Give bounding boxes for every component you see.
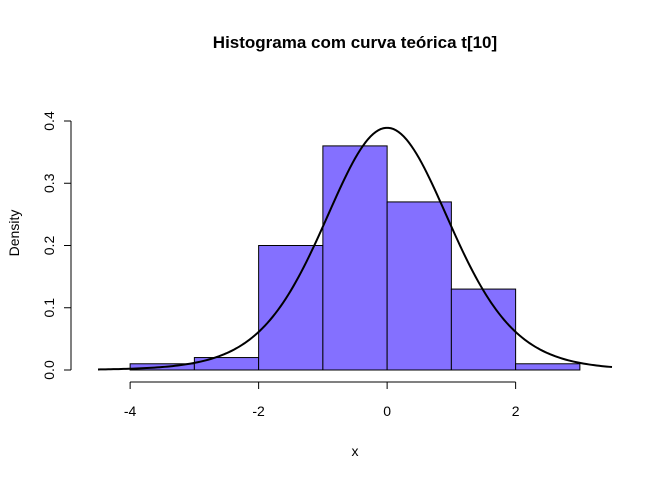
y-tick-label-2: 0.2	[41, 236, 57, 256]
histogram-bar-5	[450, 288, 517, 371]
x-axis-label: x	[352, 443, 359, 459]
y-axis: 0.0 0.1 0.2 0.3 0.4	[41, 111, 72, 380]
y-tick-label-0: 0.0	[41, 360, 57, 380]
y-axis-label: Density	[6, 210, 22, 257]
histogram-bar-3	[322, 145, 388, 371]
y-tick-label-4: 0.4	[41, 111, 57, 131]
x-tick-label-3: 2	[512, 403, 520, 419]
histogram-bar-1	[193, 357, 260, 371]
x-tick-label-2: 0	[383, 403, 391, 419]
chart-title: Histograma com curva teórica t[10]	[213, 33, 497, 52]
histogram-bars	[129, 145, 581, 371]
y-tick-label-1: 0.1	[41, 298, 57, 318]
y-tick-label-3: 0.3	[41, 173, 57, 193]
x-tick-label-1: -2	[252, 403, 265, 419]
x-axis: -4 -2 0 2	[124, 381, 520, 419]
histogram-bar-4	[386, 201, 452, 371]
x-tick-label-0: -4	[124, 403, 137, 419]
t-density-curve	[97, 126, 613, 371]
histogram-bar-6	[515, 363, 581, 371]
histogram-bar-2	[258, 245, 324, 371]
